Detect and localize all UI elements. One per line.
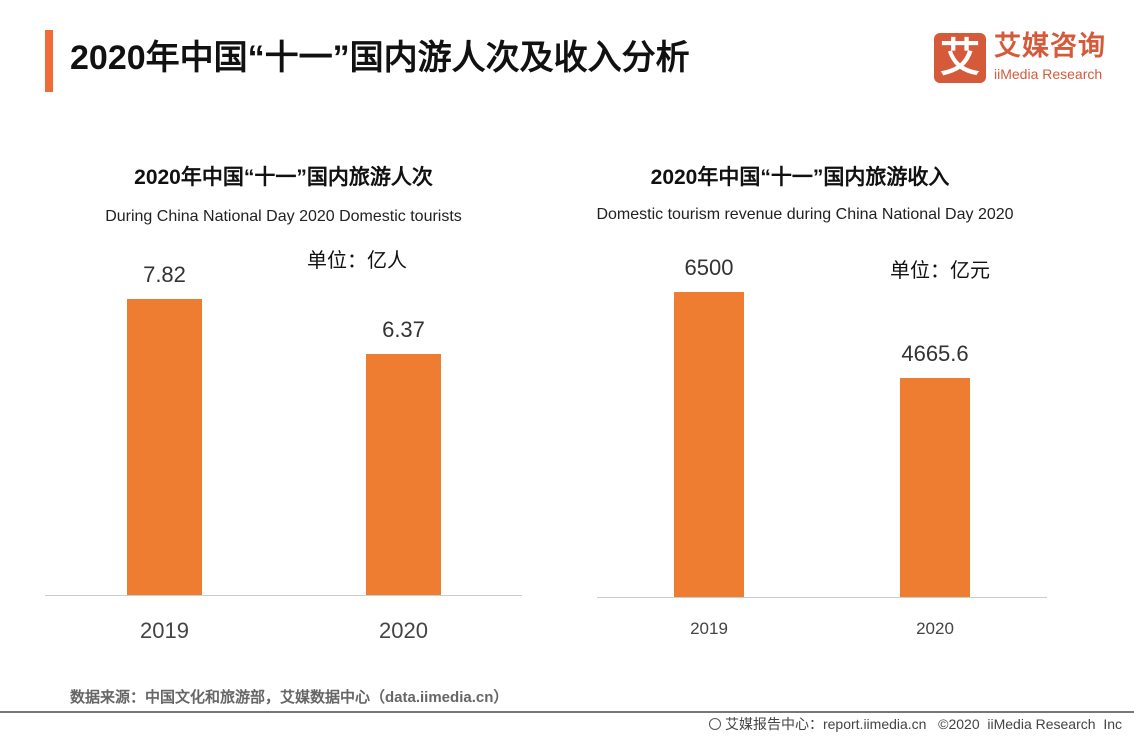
chart1-title: 2020年中国“十一”国内旅游人次 [134,166,433,189]
page-title: 2020年中国“十一”国内游人次及收入分析 [70,39,690,77]
value-label: 6.37 [382,316,425,342]
chart2-unit: 单位：亿元 [890,260,990,282]
footer-copyright: 艾媒报告中心：report.iimedia.cn ©2020 iiMedia R… [708,715,1122,733]
x-tick-label: 2019 [690,619,728,638]
data-source: 数据来源：中国文化和旅游部，艾媒数据中心（data.iimedia.cn） [70,689,509,706]
chart1-subtitle: During China National Day 2020 Domestic … [105,208,462,225]
title-accent-bar [45,30,53,92]
x-tick-label: 2020 [916,619,954,638]
footer-divider [0,711,1134,713]
logo-text-cn: 艾媒咨询 [994,31,1106,61]
value-label: 6500 [684,255,734,280]
x-tick-label: 2020 [379,618,428,643]
footer-text: 艾媒报告中心：report.iimedia.cn ©2020 iiMedia R… [724,716,1122,732]
chart2-title: 2020年中国“十一”国内旅游收入 [650,166,950,189]
value-label: 4665.6 [901,341,969,367]
bar-2020 [366,353,441,595]
bar-2020 [900,378,970,597]
chart1-unit: 单位：亿人 [307,250,407,272]
logo-icon: 艾 [934,33,986,83]
bar-2019 [674,292,744,597]
x-axis-line [45,595,522,596]
x-axis-line [597,597,1047,598]
chart2-subtitle: Domestic tourism revenue during China Na… [596,206,1014,223]
logo-text-en: iiMedia Research [994,66,1103,82]
globe-icon [708,718,721,730]
value-label: 7.82 [143,262,186,287]
bar-2019 [127,299,202,595]
x-tick-label: 2019 [140,618,189,643]
